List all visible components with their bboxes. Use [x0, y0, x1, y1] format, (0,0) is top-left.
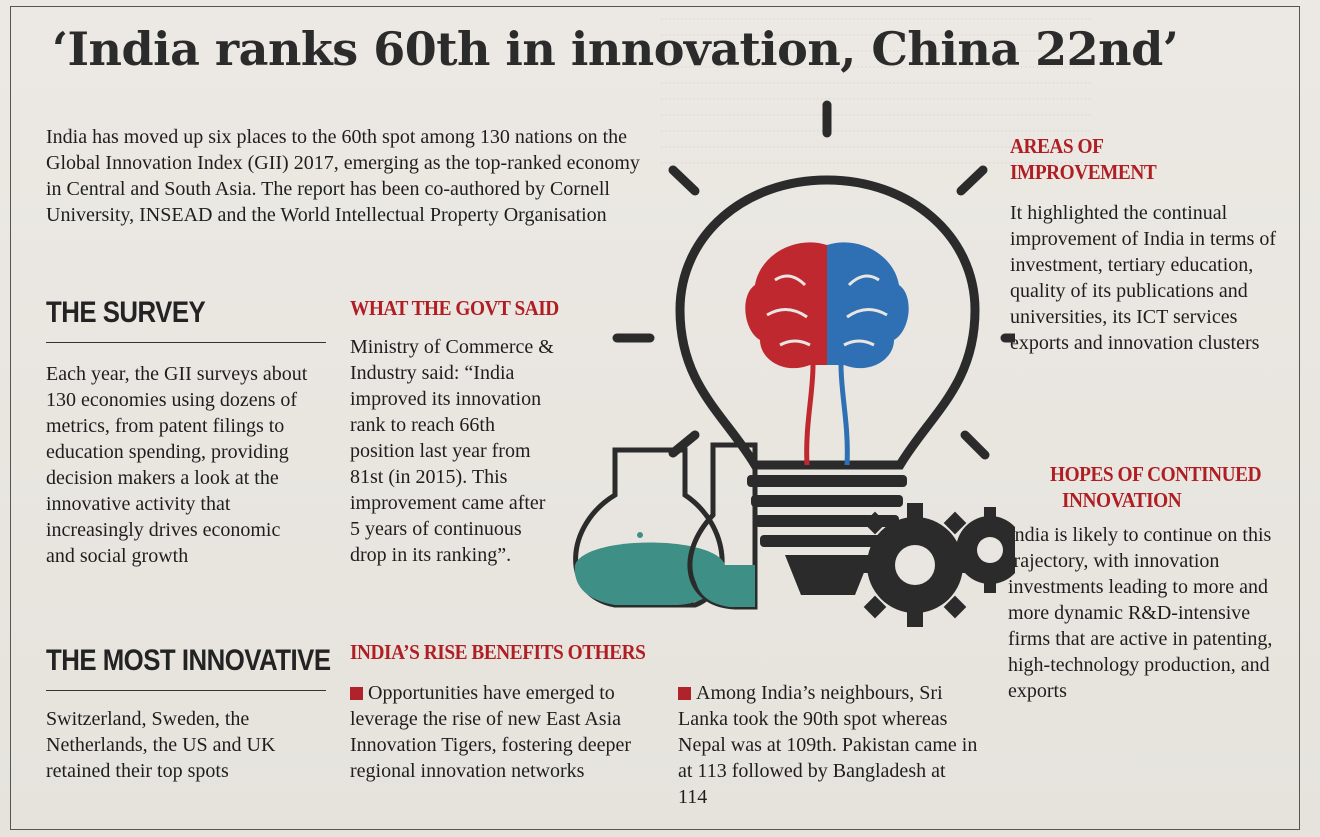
divider	[46, 342, 326, 343]
lightbulb-icon	[675, 175, 980, 470]
headline: ‘India ranks 60th in innovation, China 2…	[52, 22, 1179, 76]
survey-text: Each year, the GII surveys about 130 eco…	[46, 363, 308, 567]
divider	[46, 690, 326, 691]
most-innovative-heading: THE MOST INNOVATIVE	[46, 644, 331, 677]
rise-left-label: Opportunities have emerged to leverage t…	[350, 682, 632, 782]
most-innovative-text: Switzerland, Sweden, the Netherlands, th…	[46, 708, 276, 782]
lightbulb-illustration	[573, 100, 1015, 627]
improvement-heading-line1: AREAS OF	[1010, 134, 1104, 158]
hopes-heading-line2: INNOVATION	[1062, 488, 1182, 512]
rise-right-label: Among India’s neighbours, Sri Lanka took…	[678, 682, 978, 808]
hopes-heading-line1: HOPES OF CONTINUED	[1050, 462, 1262, 486]
govt-heading: WHAT THE GOVT SAID	[350, 296, 559, 320]
rise-heading: INDIA’S RISE BENEFITS OTHERS	[350, 640, 646, 664]
improvement-heading-line2: IMPROVEMENT	[1010, 160, 1157, 184]
bullet-square-icon	[350, 687, 363, 700]
bulb-base	[747, 475, 907, 595]
survey-heading: THE SURVEY	[46, 296, 206, 329]
flask-icon	[573, 442, 758, 610]
govt-text: Ministry of Commerce & Industry said: “I…	[350, 336, 554, 566]
improvement-text: It highlighted the continual improvement…	[1010, 202, 1277, 354]
bullet-square-icon	[678, 687, 691, 700]
rise-left-text: Opportunities have emerged to leverage t…	[350, 680, 650, 784]
background-print: ········································…	[660, 11, 1092, 169]
brain-icon	[745, 242, 909, 466]
hopes-text: India is likely to continue on this traj…	[1008, 524, 1273, 702]
article-frame	[10, 6, 1300, 830]
intro-paragraph: India has moved up six places to the 60t…	[46, 126, 640, 226]
rise-right-text: Among India’s neighbours, Sri Lanka took…	[678, 680, 978, 810]
gear-icon	[853, 503, 1015, 627]
